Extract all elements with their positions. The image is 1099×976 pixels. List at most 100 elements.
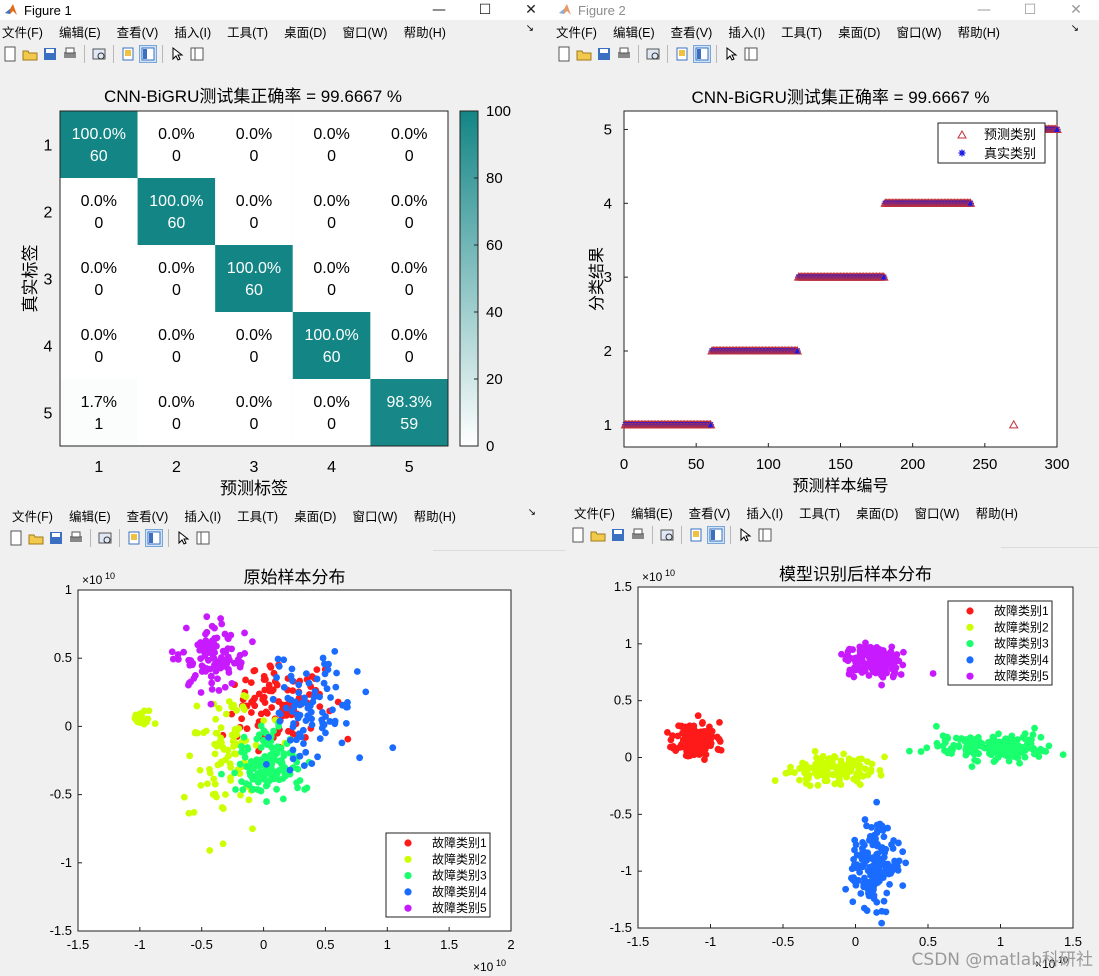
save-icon[interactable]	[42, 46, 58, 62]
figure1-titlebar[interactable]: Figure 1 — ☐ ✕	[0, 0, 554, 20]
save-icon[interactable]	[48, 530, 64, 546]
data-point	[842, 885, 850, 893]
save-icon[interactable]	[596, 46, 612, 62]
menu-edit[interactable]: 编辑(E)	[58, 25, 101, 40]
print-preview-icon[interactable]	[659, 527, 675, 543]
hide-plot-tools-icon[interactable]	[688, 527, 704, 543]
menu-edit[interactable]: 编辑(E)	[68, 509, 111, 524]
menu-window[interactable]: 窗口(W)	[342, 25, 388, 40]
legend-marker	[404, 839, 412, 847]
menu-window[interactable]: 窗口(W)	[896, 25, 942, 40]
dock-arrow-icon[interactable]: ↘	[527, 507, 536, 518]
minimize-button[interactable]: —	[977, 2, 991, 18]
property-inspector-icon[interactable]	[757, 527, 773, 543]
menu-file[interactable]: 文件(F)	[2, 25, 43, 40]
print-icon[interactable]	[630, 527, 646, 543]
menu-insert[interactable]: 插入(I)	[174, 25, 212, 40]
cell-count: 0	[405, 349, 414, 366]
menu-window[interactable]: 窗口(W)	[914, 506, 960, 521]
print-preview-icon[interactable]	[97, 530, 113, 546]
menu-insert[interactable]: 插入(I)	[728, 25, 766, 40]
minimize-button[interactable]: —	[432, 2, 446, 18]
print-icon[interactable]	[68, 530, 84, 546]
figure2-titlebar[interactable]: Figure 2 — ☐ ✕	[554, 0, 1099, 20]
menu-file[interactable]: 文件(F)	[556, 25, 597, 40]
edit-plot-icon[interactable]	[723, 46, 739, 62]
menu-window[interactable]: 窗口(W)	[352, 509, 398, 524]
data-point	[272, 768, 279, 776]
menu-file[interactable]: 文件(F)	[12, 509, 53, 524]
edit-plot-icon[interactable]	[169, 46, 185, 62]
dock-arrow-icon[interactable]: ↘	[525, 23, 534, 34]
cell-count: 0	[250, 349, 259, 366]
open-file-icon[interactable]	[590, 527, 606, 543]
close-button[interactable]: ✕	[1070, 2, 1082, 18]
menu-tools[interactable]: 工具(T)	[227, 25, 269, 40]
new-figure-icon[interactable]	[570, 527, 586, 543]
menu-edit[interactable]: 编辑(E)	[630, 506, 673, 521]
show-plot-tools-icon[interactable]	[139, 45, 157, 63]
data-point	[859, 863, 867, 871]
data-point	[219, 805, 227, 812]
edit-plot-icon[interactable]	[175, 530, 191, 546]
menu-help[interactable]: 帮助(H)	[957, 25, 1000, 40]
new-figure-icon[interactable]	[556, 46, 572, 62]
save-icon[interactable]	[610, 527, 626, 543]
property-inspector-icon[interactable]	[743, 46, 759, 62]
menu-help[interactable]: 帮助(H)	[975, 506, 1018, 521]
dock-arrow-icon[interactable]: ↘	[1070, 23, 1079, 34]
hide-plot-tools-icon[interactable]	[120, 46, 136, 62]
menu-desktop[interactable]: 桌面(D)	[294, 509, 337, 524]
property-inspector-icon[interactable]	[195, 530, 211, 546]
print-icon[interactable]	[62, 46, 78, 62]
hide-plot-tools-icon[interactable]	[674, 46, 690, 62]
data-point	[688, 729, 696, 737]
menu-help[interactable]: 帮助(H)	[403, 25, 446, 40]
true-marker	[958, 149, 966, 157]
menu-help[interactable]: 帮助(H)	[413, 509, 456, 524]
new-figure-icon[interactable]	[2, 46, 18, 62]
print-preview-icon[interactable]	[645, 46, 661, 62]
menu-desktop[interactable]: 桌面(D)	[284, 25, 327, 40]
open-file-icon[interactable]	[28, 530, 44, 546]
menu-tools[interactable]: 工具(T)	[799, 506, 841, 521]
show-plot-tools-icon[interactable]	[693, 45, 711, 63]
edit-plot-icon[interactable]	[737, 527, 753, 543]
data-point	[267, 751, 274, 759]
open-file-icon[interactable]	[576, 46, 592, 62]
data-point	[198, 668, 206, 675]
data-point	[817, 756, 825, 764]
menu-edit[interactable]: 编辑(E)	[612, 25, 655, 40]
menu-insert[interactable]: 插入(I)	[184, 509, 222, 524]
hide-plot-tools-icon[interactable]	[126, 530, 142, 546]
data-point	[222, 710, 230, 718]
show-plot-tools-icon[interactable]	[145, 529, 163, 547]
close-button[interactable]: ✕	[525, 2, 537, 18]
show-plot-tools-icon[interactable]	[707, 526, 725, 544]
data-point	[270, 727, 277, 735]
new-figure-icon[interactable]	[8, 530, 24, 546]
menu-insert[interactable]: 插入(I)	[746, 506, 784, 521]
data-point	[847, 767, 855, 775]
menu-view[interactable]: 查看(V)	[688, 506, 731, 521]
y-exponent-power: 10	[665, 568, 675, 578]
data-point	[212, 715, 220, 723]
menu-desktop[interactable]: 桌面(D)	[838, 25, 881, 40]
data-point	[888, 841, 895, 848]
menu-view[interactable]: 查看(V)	[116, 25, 159, 40]
property-inspector-icon[interactable]	[189, 46, 205, 62]
menu-tools[interactable]: 工具(T)	[781, 25, 823, 40]
menu-desktop[interactable]: 桌面(D)	[856, 506, 899, 521]
menu-tools[interactable]: 工具(T)	[237, 509, 279, 524]
data-point	[705, 734, 713, 742]
menu-view[interactable]: 查看(V)	[126, 509, 169, 524]
y-tick-label: 0.5	[54, 650, 72, 665]
menu-file[interactable]: 文件(F)	[574, 506, 615, 521]
maximize-button[interactable]: ☐	[478, 2, 492, 18]
y-tick-label: 1.5	[614, 579, 632, 594]
print-preview-icon[interactable]	[91, 46, 107, 62]
maximize-button[interactable]: ☐	[1023, 2, 1037, 18]
menu-view[interactable]: 查看(V)	[670, 25, 713, 40]
print-icon[interactable]	[616, 46, 632, 62]
open-file-icon[interactable]	[22, 46, 38, 62]
